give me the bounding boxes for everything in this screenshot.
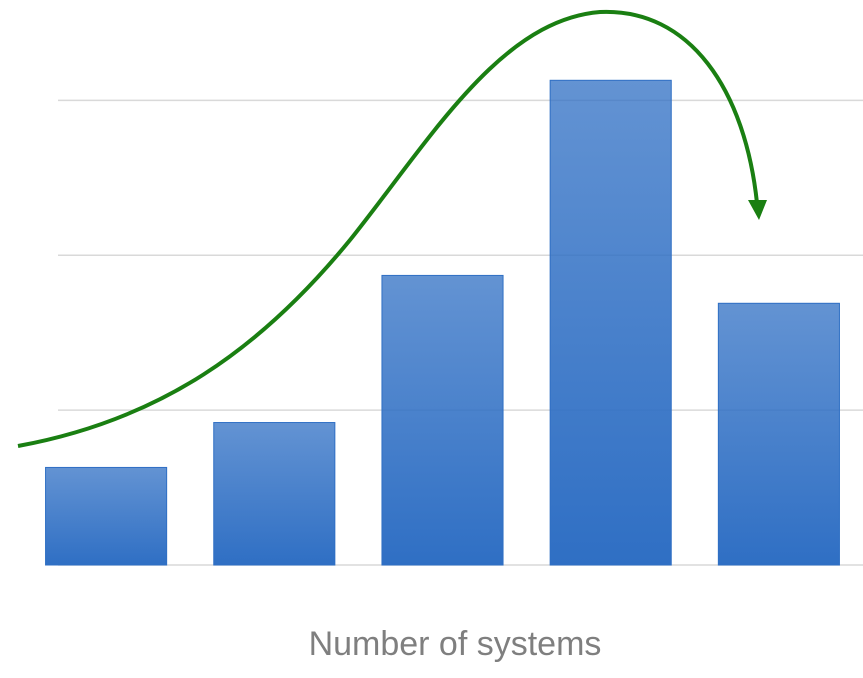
bar [549, 79, 672, 566]
bars [45, 79, 840, 566]
arrow-head [748, 200, 767, 220]
trend-curve [17, 9, 759, 448]
bar [213, 422, 336, 566]
x-axis-title: Number of systems [309, 625, 602, 663]
bar [45, 466, 168, 566]
bar [717, 302, 840, 566]
bar [381, 274, 504, 566]
trend-arrow [17, 9, 767, 448]
